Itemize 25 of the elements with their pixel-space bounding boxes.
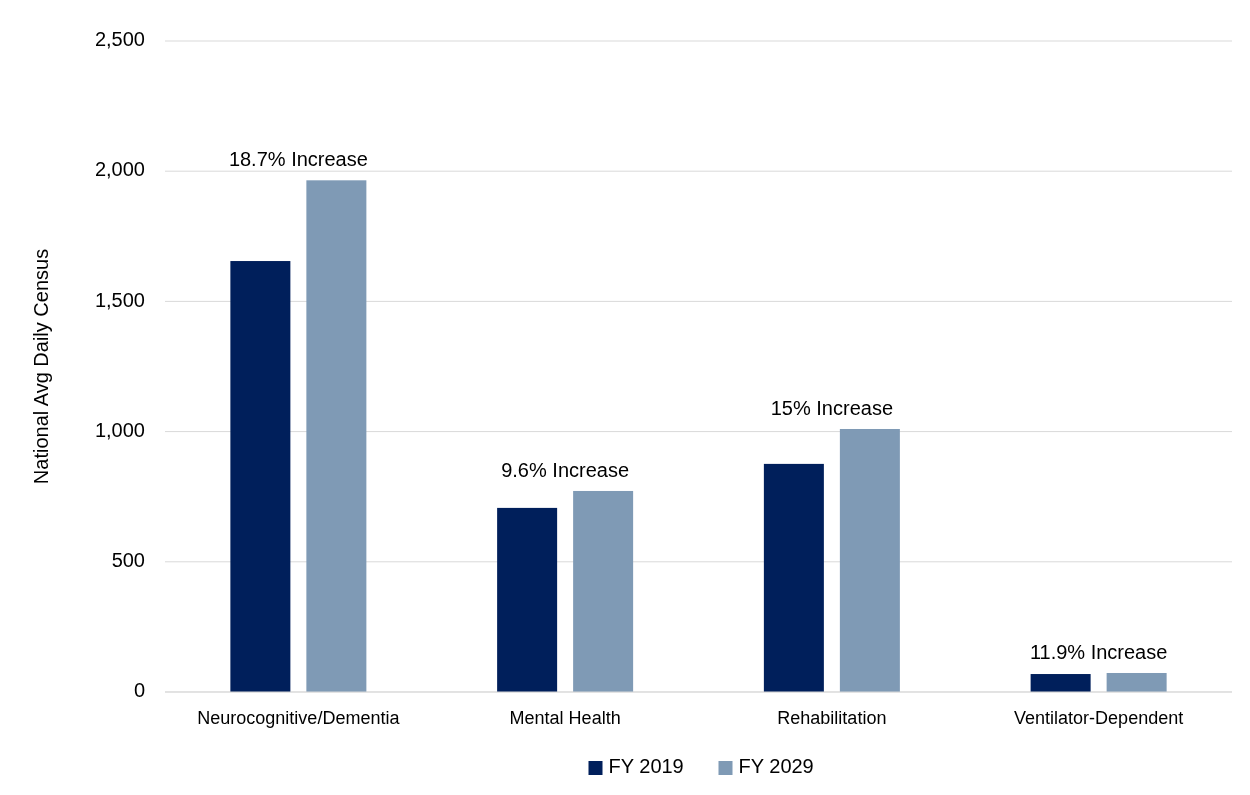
x-tick-label: Ventilator-Dependent: [1014, 707, 1184, 728]
y-tick-label: 2,500: [94, 28, 145, 51]
bar: [497, 507, 558, 692]
annotation: 9.6% Increase: [501, 458, 630, 481]
bar: [230, 261, 291, 692]
y-axis-title: National Avg Daily Census: [30, 248, 52, 485]
y-tick-label: 0: [133, 679, 145, 702]
bar: [763, 463, 824, 692]
y-tick-label: 500: [111, 549, 145, 572]
x-tick-label: Rehabilitation: [777, 707, 887, 728]
x-tick-label: Neurocognitive/Dementia: [197, 707, 401, 728]
legend-label: FY 2019: [608, 755, 684, 778]
bar: [306, 180, 367, 692]
y-tick-label: 1,500: [94, 288, 145, 311]
annotation: 11.9% Increase: [1029, 640, 1168, 663]
x-tick-label: Mental Health: [509, 707, 621, 728]
annotation: 15% Increase: [770, 397, 894, 419]
bar: [573, 490, 634, 692]
y-tick-label: 2,000: [94, 158, 145, 181]
y-tick-label: 1,000: [94, 418, 145, 441]
annotation: 18.7% Increase: [228, 148, 368, 171]
legend-label: FY 2029: [738, 755, 814, 778]
bar: [839, 429, 900, 692]
bar: [1030, 674, 1091, 692]
bar: [1106, 672, 1167, 692]
